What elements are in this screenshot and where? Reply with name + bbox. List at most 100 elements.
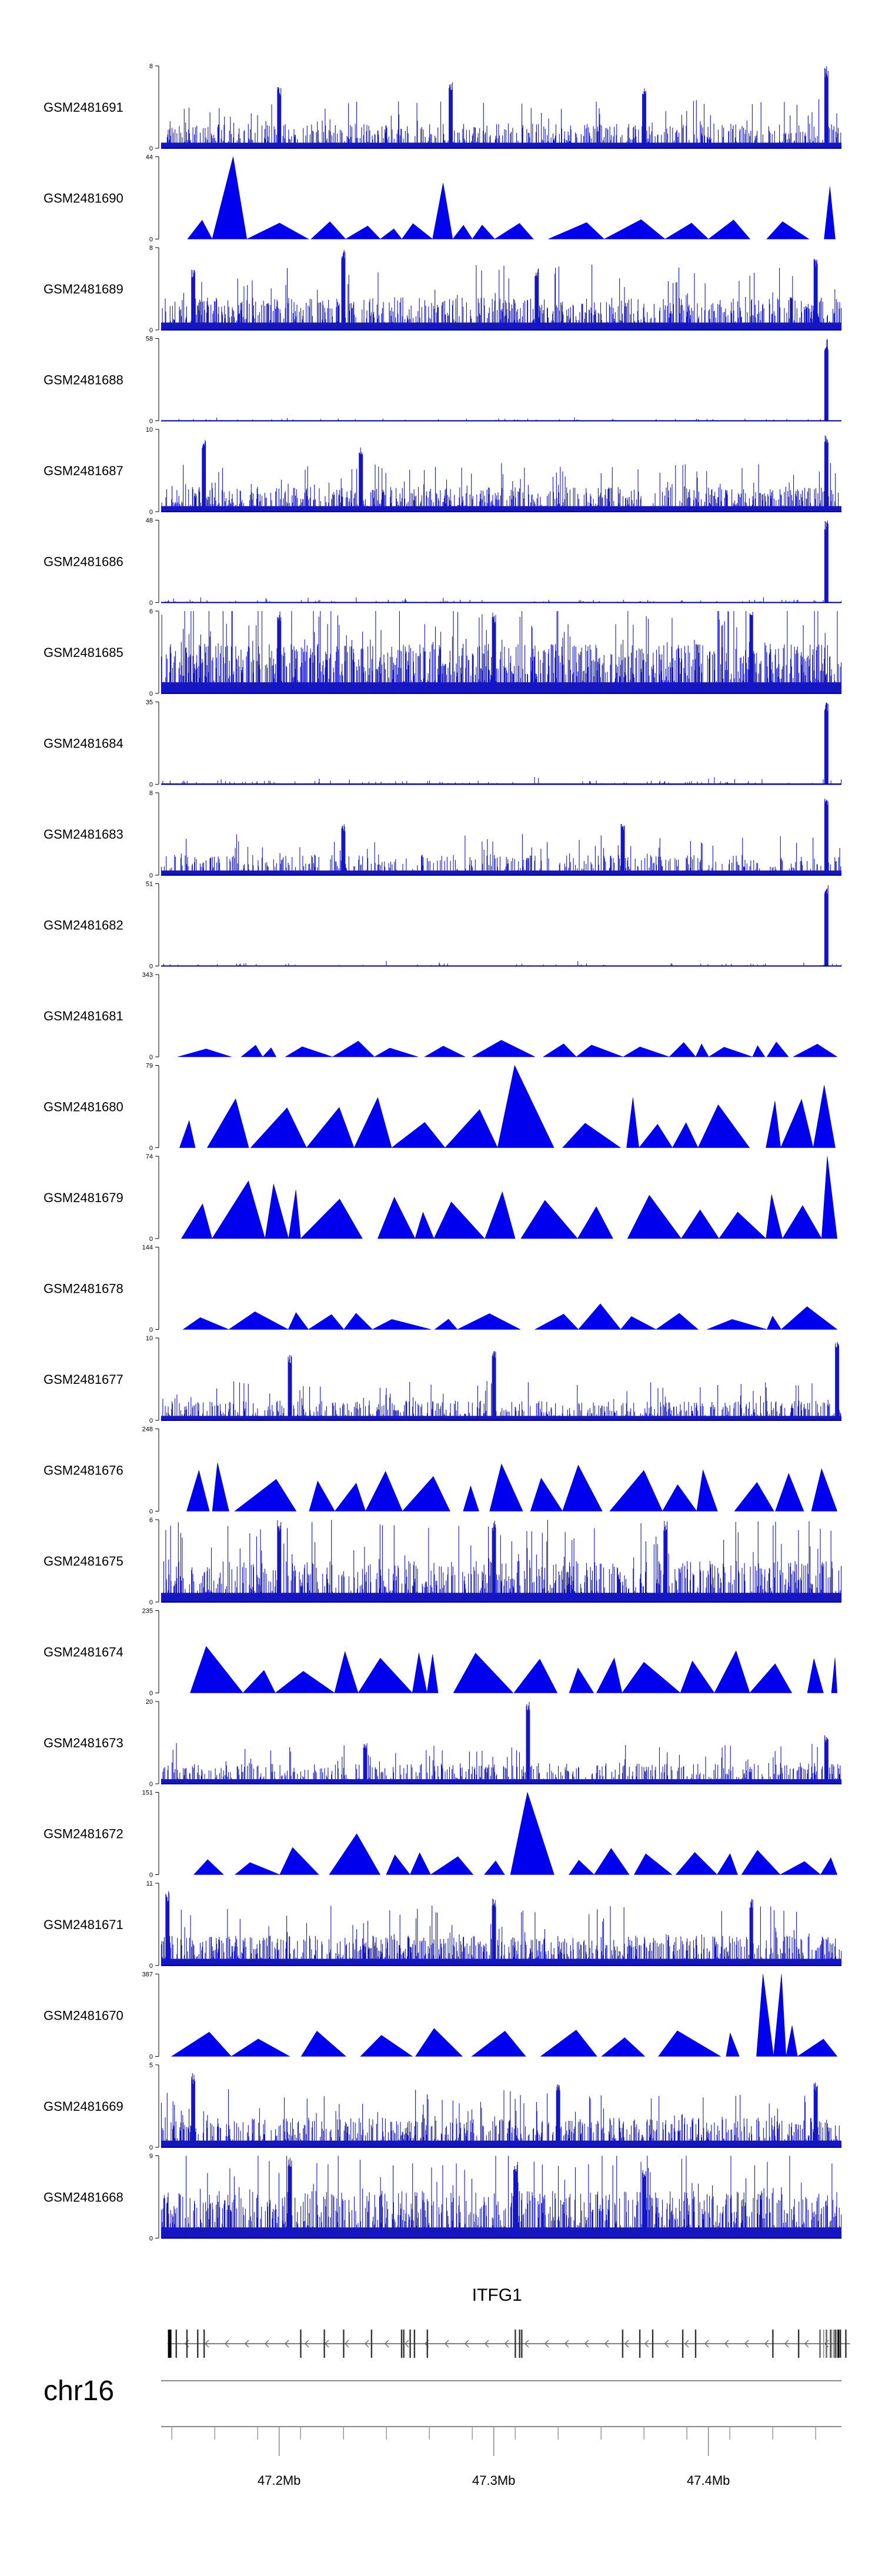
strand-arrow-icon — [744, 2340, 749, 2348]
gene-exon — [514, 2330, 516, 2358]
y-tick-label-max: 5 — [149, 2062, 153, 2069]
strand-arrow-icon — [764, 2340, 769, 2348]
strand-arrow-icon — [804, 2340, 809, 2348]
strand-arrow-icon — [524, 2340, 529, 2348]
y-tick-label-max: 74 — [146, 1153, 153, 1160]
y-tick-label-min: 0 — [149, 1781, 153, 1788]
track-label: GSM2481669 — [44, 2099, 123, 2114]
y-tick-label-min: 0 — [149, 690, 153, 698]
track-GSM2481668: GSM2481668 9 0 — [44, 2153, 842, 2243]
strand-arrow-icon — [464, 2340, 469, 2348]
strand-arrow-icon — [584, 2340, 589, 2348]
track-label: GSM2481679 — [44, 1190, 123, 1205]
gene-exon — [343, 2330, 345, 2358]
gene-exon — [845, 2330, 847, 2358]
y-tick-label-min: 0 — [149, 1872, 153, 1879]
gene-exon — [400, 2330, 403, 2358]
track-label: GSM2481670 — [44, 2008, 123, 2023]
gene-exon — [839, 2330, 840, 2358]
track-GSM2481677: GSM2481677 10 0 — [44, 1335, 842, 1424]
track-GSM2481673: GSM2481673 20 0 — [44, 1699, 842, 1788]
y-tick-label-min: 0 — [149, 145, 153, 152]
y-tick-label-min: 0 — [149, 1599, 153, 1606]
coverage-area — [193, 1791, 838, 1875]
coverage-bars — [161, 249, 842, 330]
coverage-area — [171, 1974, 838, 2057]
y-tick-label-min: 0 — [149, 236, 153, 243]
coverage-bars — [161, 1520, 842, 1602]
x-tick-label: 47.2Mb — [258, 2473, 300, 2488]
coverage-baseline — [161, 142, 841, 148]
track-GSM2481681: GSM2481681 343 0 — [44, 972, 838, 1061]
track-label: GSM2481684 — [44, 736, 123, 751]
y-tick-label-min: 0 — [149, 1236, 153, 1243]
gene-exon — [168, 2330, 172, 2358]
y-tick-label-max: 58 — [146, 336, 153, 343]
strand-arrow-icon — [504, 2340, 509, 2348]
y-tick-label-max: 10 — [146, 1335, 153, 1342]
y-tick-label-min: 0 — [149, 872, 153, 879]
coverage-bars — [161, 1891, 842, 1966]
strand-arrow-icon — [564, 2340, 569, 2348]
gene-exon — [521, 2330, 523, 2358]
x-tick-label: 47.3Mb — [472, 2473, 515, 2488]
strand-arrow-icon — [724, 2340, 729, 2348]
y-tick-label-min: 0 — [149, 2144, 153, 2151]
y-tick-label-min: 0 — [149, 509, 153, 516]
track-label: GSM2481688 — [44, 373, 123, 388]
track-label: GSM2481683 — [44, 827, 123, 842]
track-GSM2481686: GSM2481686 48 0 — [44, 518, 842, 607]
coverage-area — [179, 1065, 836, 1148]
strand-arrow-icon — [384, 2340, 389, 2348]
y-tick-label-min: 0 — [149, 1145, 153, 1152]
strand-arrow-icon — [704, 2340, 709, 2348]
track-label: GSM2481689 — [44, 282, 123, 296]
strand-arrow-icon — [344, 2340, 349, 2348]
y-tick-label-max: 6 — [149, 1517, 153, 1524]
gene-track-ITFG1: ITFG1 — [167, 2285, 850, 2358]
y-tick-label-min: 0 — [149, 1509, 153, 1516]
track-label: GSM2481680 — [44, 1100, 123, 1115]
track-label: GSM2481672 — [44, 1827, 123, 1841]
strand-arrow-icon — [644, 2340, 649, 2348]
track-GSM2481680: GSM2481680 79 0 — [44, 1063, 836, 1152]
y-tick-label-min: 0 — [149, 1054, 153, 1061]
y-tick-label-max: 248 — [142, 1426, 153, 1433]
strand-arrow-icon — [784, 2340, 789, 2348]
y-tick-label-min: 0 — [149, 327, 153, 334]
coverage-area — [190, 1646, 838, 1693]
gene-exon — [519, 2330, 520, 2358]
coverage-bars — [161, 1701, 842, 1784]
y-tick-label-max: 387 — [142, 1971, 153, 1978]
track-GSM2481672: GSM2481672 151 0 — [44, 1790, 838, 1879]
track-GSM2481669: GSM2481669 5 0 — [44, 2062, 842, 2151]
coverage-area — [182, 1303, 838, 1330]
coverage-bars — [161, 702, 842, 785]
track-label: GSM2481690 — [44, 191, 123, 206]
strand-arrow-icon — [484, 2340, 489, 2348]
track-label: GSM2481671 — [44, 1917, 123, 1932]
gene-exon — [830, 2330, 832, 2358]
strand-arrow-icon — [624, 2340, 629, 2348]
coverage-bars — [161, 435, 842, 512]
track-label: GSM2481678 — [44, 1282, 123, 1296]
y-tick-label-max: 151 — [142, 1790, 153, 1797]
strand-arrow-icon — [284, 2340, 289, 2348]
coverage-area — [186, 1463, 838, 1511]
gene-exon — [300, 2330, 302, 2358]
gene-exon — [639, 2330, 641, 2358]
coverage-area — [187, 156, 836, 239]
coverage-bars — [161, 2155, 842, 2238]
track-GSM2481674: GSM2481674 235 0 — [44, 1608, 838, 1697]
track-label: GSM2481686 — [44, 555, 123, 569]
strand-arrow-icon — [204, 2340, 209, 2348]
gene-exon — [323, 2330, 325, 2358]
strand-arrow-icon — [444, 2340, 449, 2348]
coverage-bars — [161, 611, 842, 693]
y-tick-label-max: 35 — [146, 699, 153, 706]
track-GSM2481684: GSM2481684 35 0 — [44, 699, 842, 789]
y-tick-label-min: 0 — [149, 1327, 153, 1334]
strand-arrow-icon — [264, 2340, 269, 2348]
